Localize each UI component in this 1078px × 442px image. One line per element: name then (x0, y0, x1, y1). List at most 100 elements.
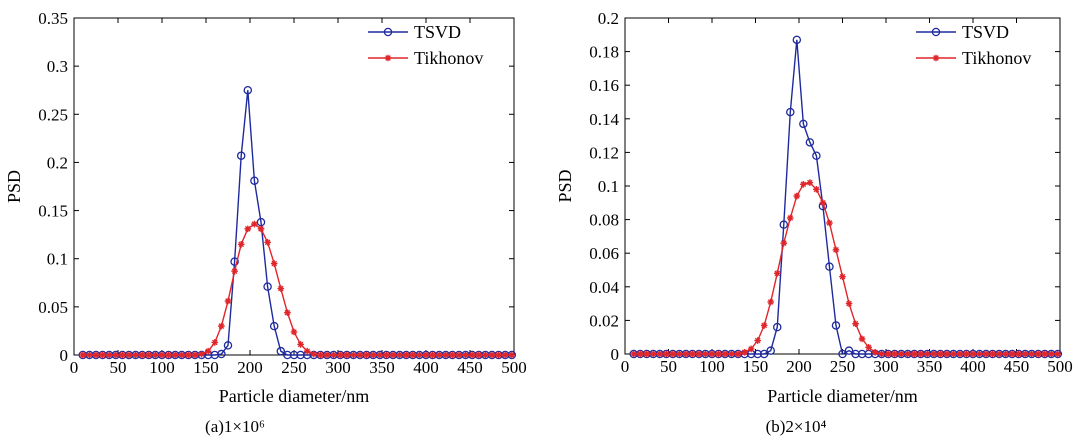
data-point (1048, 350, 1055, 358)
data-point (217, 349, 226, 359)
data-point (780, 239, 788, 247)
data-point (250, 176, 259, 185)
data-point (376, 351, 384, 359)
data-point (257, 225, 265, 233)
y-tick-label: 0 (611, 345, 620, 364)
data-point (857, 349, 867, 359)
data-point (501, 351, 509, 359)
y-tick-label: 0.12 (589, 143, 619, 162)
y-tick-label: 0.2 (47, 153, 68, 172)
data-point (455, 351, 463, 359)
data-point (429, 351, 436, 359)
x-tick-label: 300 (325, 358, 351, 377)
y-tick-label: 0.08 (589, 211, 619, 230)
y-tick-label: 0.06 (589, 244, 619, 263)
data-point (845, 300, 853, 307)
data-point (844, 346, 854, 355)
data-point (799, 119, 808, 129)
data-point (152, 351, 159, 359)
data-point (787, 214, 794, 222)
data-point (230, 257, 239, 266)
data-point (878, 350, 885, 358)
x-tick-label: 50 (660, 357, 677, 376)
x-tick-label: 500 (501, 358, 527, 377)
y-tick-label: 0.3 (47, 57, 68, 76)
data-point (865, 343, 872, 351)
data-point (760, 322, 768, 329)
data-point (488, 351, 496, 359)
series-tikhonov (630, 179, 1062, 358)
data-point (963, 350, 970, 358)
y-tick-label: 0.1 (598, 177, 619, 196)
x-tick-label: 200 (237, 358, 263, 377)
data-point (995, 350, 1003, 358)
x-tick-label: 500 (1047, 357, 1073, 376)
x-tick-label: 0 (70, 358, 79, 377)
data-point (989, 350, 996, 358)
data-point (805, 138, 815, 147)
data-point (676, 350, 683, 358)
data-point (132, 351, 139, 359)
data-point (826, 219, 833, 227)
data-point (284, 309, 291, 316)
data-point (1054, 350, 1062, 358)
data-point (92, 351, 100, 359)
data-point (277, 285, 285, 292)
data-point (237, 240, 245, 248)
data-point (982, 350, 990, 358)
data-point (956, 350, 964, 358)
data-point (747, 345, 755, 353)
data-point (350, 351, 357, 359)
data-point (851, 349, 860, 359)
data-point (1015, 350, 1022, 358)
data-point (218, 322, 225, 330)
data-point (422, 351, 430, 359)
legend-label: Tikhonov (414, 48, 483, 68)
data-point (185, 351, 192, 359)
data-point (663, 350, 670, 358)
data-point (251, 220, 258, 228)
data-point (330, 351, 337, 359)
data-point (297, 341, 304, 348)
x-axis-label: Particle diameter/nm (767, 386, 917, 406)
y-tick-label: 0.1 (47, 250, 68, 269)
data-point (409, 351, 417, 359)
x-tick-label: 300 (873, 357, 899, 376)
legend-marker (931, 27, 941, 37)
data-point (656, 350, 664, 358)
data-point (753, 349, 762, 359)
data-point (224, 297, 232, 305)
legend-entry-tsvd: TSVD (368, 22, 461, 42)
data-point (191, 351, 199, 359)
data-point (702, 350, 709, 358)
data-point (689, 350, 696, 358)
x-tick-label: 50 (110, 358, 127, 377)
data-point (759, 349, 769, 359)
legend-entry-tsvd: TSVD (916, 22, 1009, 42)
data-point (171, 351, 179, 359)
data-point (669, 350, 677, 358)
data-point (734, 350, 742, 358)
x-tick-label: 100 (149, 358, 175, 377)
data-point (323, 351, 331, 359)
data-point (871, 349, 879, 356)
y-axis-label: PSD (555, 169, 575, 202)
data-point (800, 181, 807, 188)
x-tick-label: 350 (917, 357, 943, 376)
data-point (930, 350, 938, 358)
data-point (449, 351, 456, 359)
data-point (786, 107, 795, 117)
data-point (813, 186, 820, 193)
data-point (99, 351, 106, 359)
data-point (310, 350, 318, 358)
data-point (1034, 350, 1042, 358)
y-tick-label: 0.02 (589, 311, 619, 330)
x-tick-label: 400 (413, 358, 439, 377)
data-point (105, 351, 113, 359)
x-tick-label: 150 (193, 358, 219, 377)
data-point (793, 192, 801, 200)
data-point (924, 350, 931, 358)
data-point (244, 225, 252, 233)
chart-panel-1: 0 50 100 150 200 250 300 350 400 450 500 0 0.05 0.1 0.… (4, 9, 527, 436)
